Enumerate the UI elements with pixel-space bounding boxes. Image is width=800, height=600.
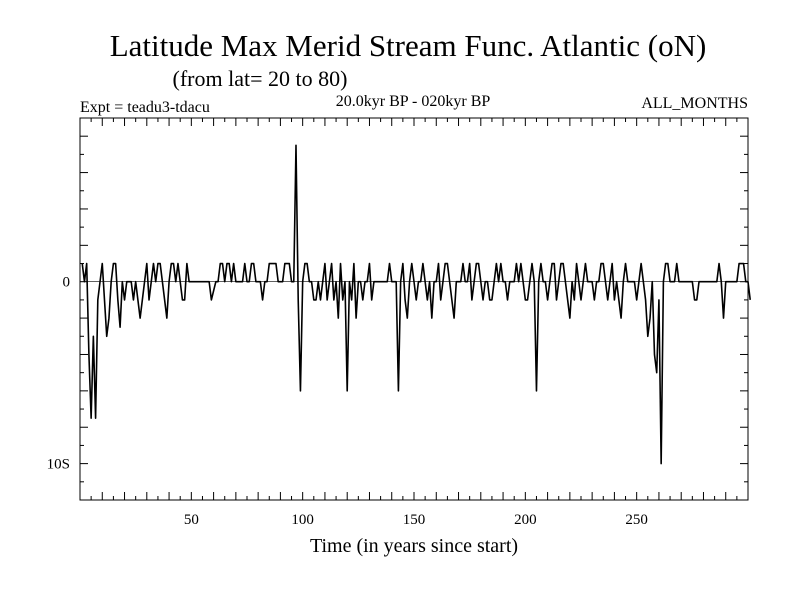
- y-tick-label: 0: [63, 275, 71, 291]
- x-axis-label: Time (in years since start): [310, 535, 518, 557]
- chart-subtitle: (from lat= 20 to 80): [173, 66, 348, 91]
- y-tick-label: 10S: [47, 457, 70, 473]
- axis-tick-labels: 50 100 150 200 250 0 10S: [47, 275, 648, 528]
- plot-frame: [79, 117, 749, 501]
- x-tick-label: 100: [291, 512, 314, 528]
- experiment-label: Expt = teadu3-tdacu: [80, 99, 210, 116]
- x-tick-label: 250: [625, 512, 648, 528]
- x-tick-label: 50: [184, 512, 199, 528]
- series-line: [81, 144, 752, 465]
- axis-ticks: [80, 117, 748, 501]
- chart-title: Latitude Max Merid Stream Func. Atlantic…: [110, 28, 707, 63]
- months-label: ALL_MONTHS: [641, 95, 748, 112]
- x-tick-label: 150: [403, 512, 426, 528]
- x-tick-label: 200: [514, 512, 537, 528]
- period-label: 20.0kyr BP - 020kyr BP: [336, 93, 491, 110]
